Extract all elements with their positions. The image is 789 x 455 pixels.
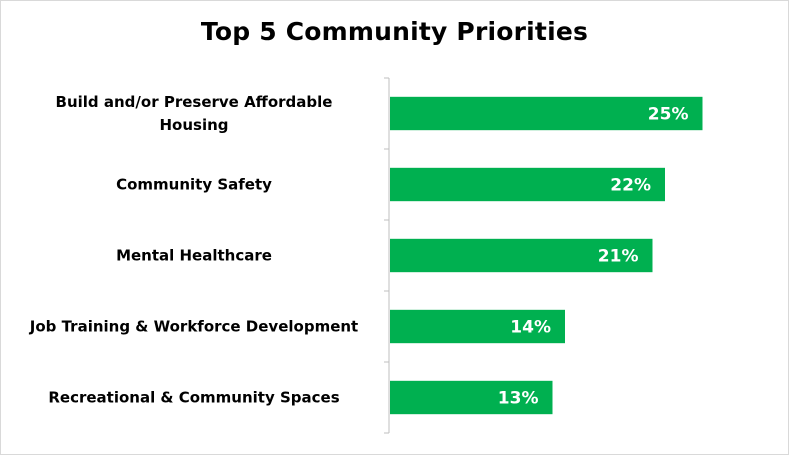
category-label: Build and/or Preserve Affordable Housing — [56, 93, 333, 134]
category-label: Mental Healthcare — [116, 247, 272, 265]
data-label: 25% — [648, 105, 689, 125]
bar — [390, 96, 703, 131]
category-label-layer: Build and/or Preserve Affordable Housing C… — [29, 93, 358, 407]
bar-layer — [390, 96, 703, 415]
category-label: Recreational & Community Spaces — [48, 389, 339, 407]
bar — [390, 380, 553, 415]
data-label: 14% — [510, 318, 551, 338]
chart-title: Top 5 Community Priorities — [200, 17, 589, 46]
category-label: Job Training & Workforce Development — [29, 318, 358, 336]
data-label: 21% — [598, 247, 639, 267]
bar — [390, 238, 653, 273]
data-label: 22% — [610, 176, 651, 196]
bar — [390, 167, 665, 202]
category-label: Community Safety — [116, 176, 272, 194]
data-label: 13% — [498, 389, 539, 409]
value-label-layer: 25% 22% 21% 14% 13% — [498, 105, 689, 409]
bar — [390, 309, 565, 344]
axis-layer — [384, 77, 390, 434]
